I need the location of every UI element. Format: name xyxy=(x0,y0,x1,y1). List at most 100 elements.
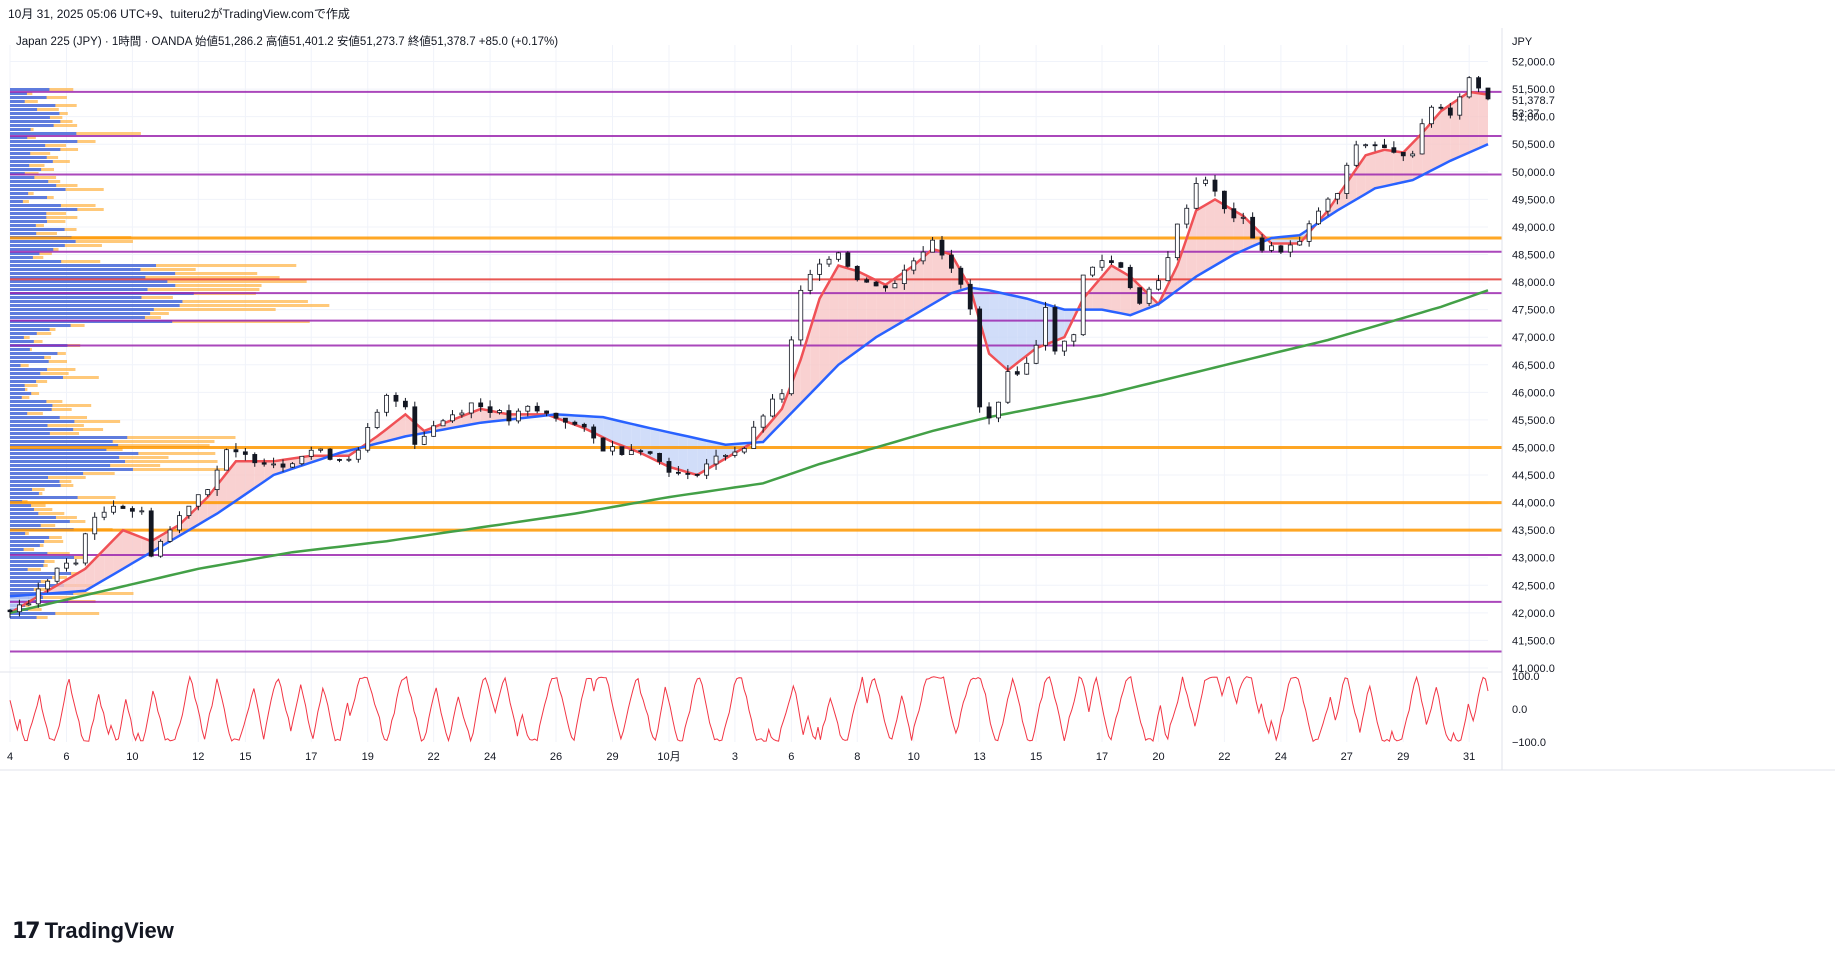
candle-body xyxy=(770,398,775,417)
volume-profile-bar xyxy=(10,452,139,455)
ribbon-segment xyxy=(57,579,67,593)
candle-body xyxy=(534,405,540,412)
volume-profile-bar xyxy=(10,420,75,423)
candle-body xyxy=(1165,257,1171,282)
candle-body xyxy=(252,454,258,464)
ribbon-segment xyxy=(1111,265,1121,314)
candle-body xyxy=(402,400,408,408)
tradingview-brand[interactable]: 𝟭𝟳 TradingView xyxy=(12,918,174,944)
volume-profile-bar xyxy=(10,168,42,171)
candle-body xyxy=(892,283,898,289)
candle-body xyxy=(186,505,192,517)
y-tick-label: 47,000.0 xyxy=(1512,332,1555,344)
volume-profile-bar xyxy=(10,504,32,507)
ribbon-segment xyxy=(1017,296,1027,363)
candle-body xyxy=(374,411,380,428)
volume-profile-bar xyxy=(10,144,46,147)
volume-profile-bar xyxy=(10,488,33,491)
ribbon-segment xyxy=(1365,152,1376,194)
x-tick-label: 10 xyxy=(908,751,920,763)
ribbon-segment xyxy=(1375,149,1385,189)
volume-profile-bar xyxy=(10,396,22,399)
volume-profile-bar xyxy=(10,584,64,587)
x-tick-label: 26 xyxy=(550,751,562,763)
volume-profile-bar xyxy=(10,444,119,447)
bar-countdown-label: 53:37 xyxy=(1512,108,1540,120)
volume-profile-bar xyxy=(10,88,50,91)
volume-profile-bar xyxy=(10,208,78,211)
ribbon-segment xyxy=(989,290,999,363)
volume-profile-bar xyxy=(10,356,45,359)
ribbon-segment xyxy=(113,530,123,575)
candle-body xyxy=(826,258,832,265)
ribbon-segment xyxy=(75,568,86,592)
ribbon-segment xyxy=(235,461,246,501)
volume-profile-bar xyxy=(10,568,28,571)
candle-body xyxy=(1043,307,1048,346)
candle-body xyxy=(440,420,446,427)
candle-body xyxy=(515,410,521,422)
ribbon-segment xyxy=(819,282,830,385)
candle-body xyxy=(1457,96,1463,116)
candle-body xyxy=(563,417,568,423)
ribbon-segment xyxy=(1214,199,1225,266)
volume-profile-bar xyxy=(10,372,41,375)
candle-body xyxy=(1391,147,1397,153)
volume-profile-bar xyxy=(10,228,65,231)
volume-profile-bar xyxy=(10,288,148,291)
candle-body xyxy=(148,510,154,557)
x-tick-label: 31 xyxy=(1463,751,1475,763)
oscillator-line xyxy=(9,675,1489,743)
volume-profile-bar xyxy=(10,364,21,367)
candle-body xyxy=(760,415,766,428)
x-tick-label: 12 xyxy=(192,751,204,763)
candle-body xyxy=(1476,77,1481,89)
volume-profile-bar xyxy=(10,248,54,251)
candle-body xyxy=(224,449,229,471)
candle-body xyxy=(1372,144,1378,147)
y-tick-label: 51,000.0 xyxy=(1512,112,1555,124)
ribbon-segment xyxy=(885,278,895,332)
volume-profile-bar xyxy=(10,448,107,451)
x-tick-label: 6 xyxy=(788,751,794,763)
candle-body xyxy=(845,252,851,267)
candle-body xyxy=(647,451,653,454)
candle-body xyxy=(1287,244,1293,253)
candle-body xyxy=(836,252,841,260)
x-tick-label: 15 xyxy=(239,751,251,763)
candle-body xyxy=(497,410,502,413)
candle-body xyxy=(261,462,267,465)
candle-body xyxy=(1184,207,1190,225)
candle-body xyxy=(1014,371,1020,375)
ribbon-segment xyxy=(631,423,641,453)
ribbon-segment xyxy=(1224,204,1234,261)
x-tick-label: 10月 xyxy=(657,751,680,763)
ribbon-segment xyxy=(1478,93,1488,149)
candle-body xyxy=(45,580,51,590)
volume-profile-bar xyxy=(10,116,50,119)
candle-body xyxy=(1485,87,1491,100)
volume-profile-bar xyxy=(10,348,30,351)
x-tick-label: 6 xyxy=(63,751,69,763)
candle-body xyxy=(1297,240,1303,246)
candle-body xyxy=(73,562,79,565)
candle-body xyxy=(327,448,333,460)
symbol-legend[interactable]: Japan 225 (JPY) · 1時間 · OANDA 始値51,286.2… xyxy=(16,36,559,48)
ribbon-segment xyxy=(763,419,773,442)
candle-body xyxy=(779,393,785,400)
volume-profile-bar xyxy=(10,304,180,307)
ribbon-segment xyxy=(1431,111,1441,171)
ribbon-segment xyxy=(1102,265,1112,312)
ribbon-segment xyxy=(226,461,236,508)
horizontal-levels[interactable] xyxy=(10,90,1502,653)
ribbon-segment xyxy=(800,328,811,404)
candle-body xyxy=(468,402,474,414)
candle-body xyxy=(977,308,983,408)
volume-profile-bar xyxy=(10,312,151,315)
candle-body xyxy=(506,410,512,422)
y-tick-label: 46,000.0 xyxy=(1512,387,1555,399)
candle-body xyxy=(986,406,992,419)
volume-profile-bar xyxy=(10,376,64,379)
axes: 52,000.0 51,500.0 51,000.0 50,500.0 50,000.0… xyxy=(0,28,1835,771)
